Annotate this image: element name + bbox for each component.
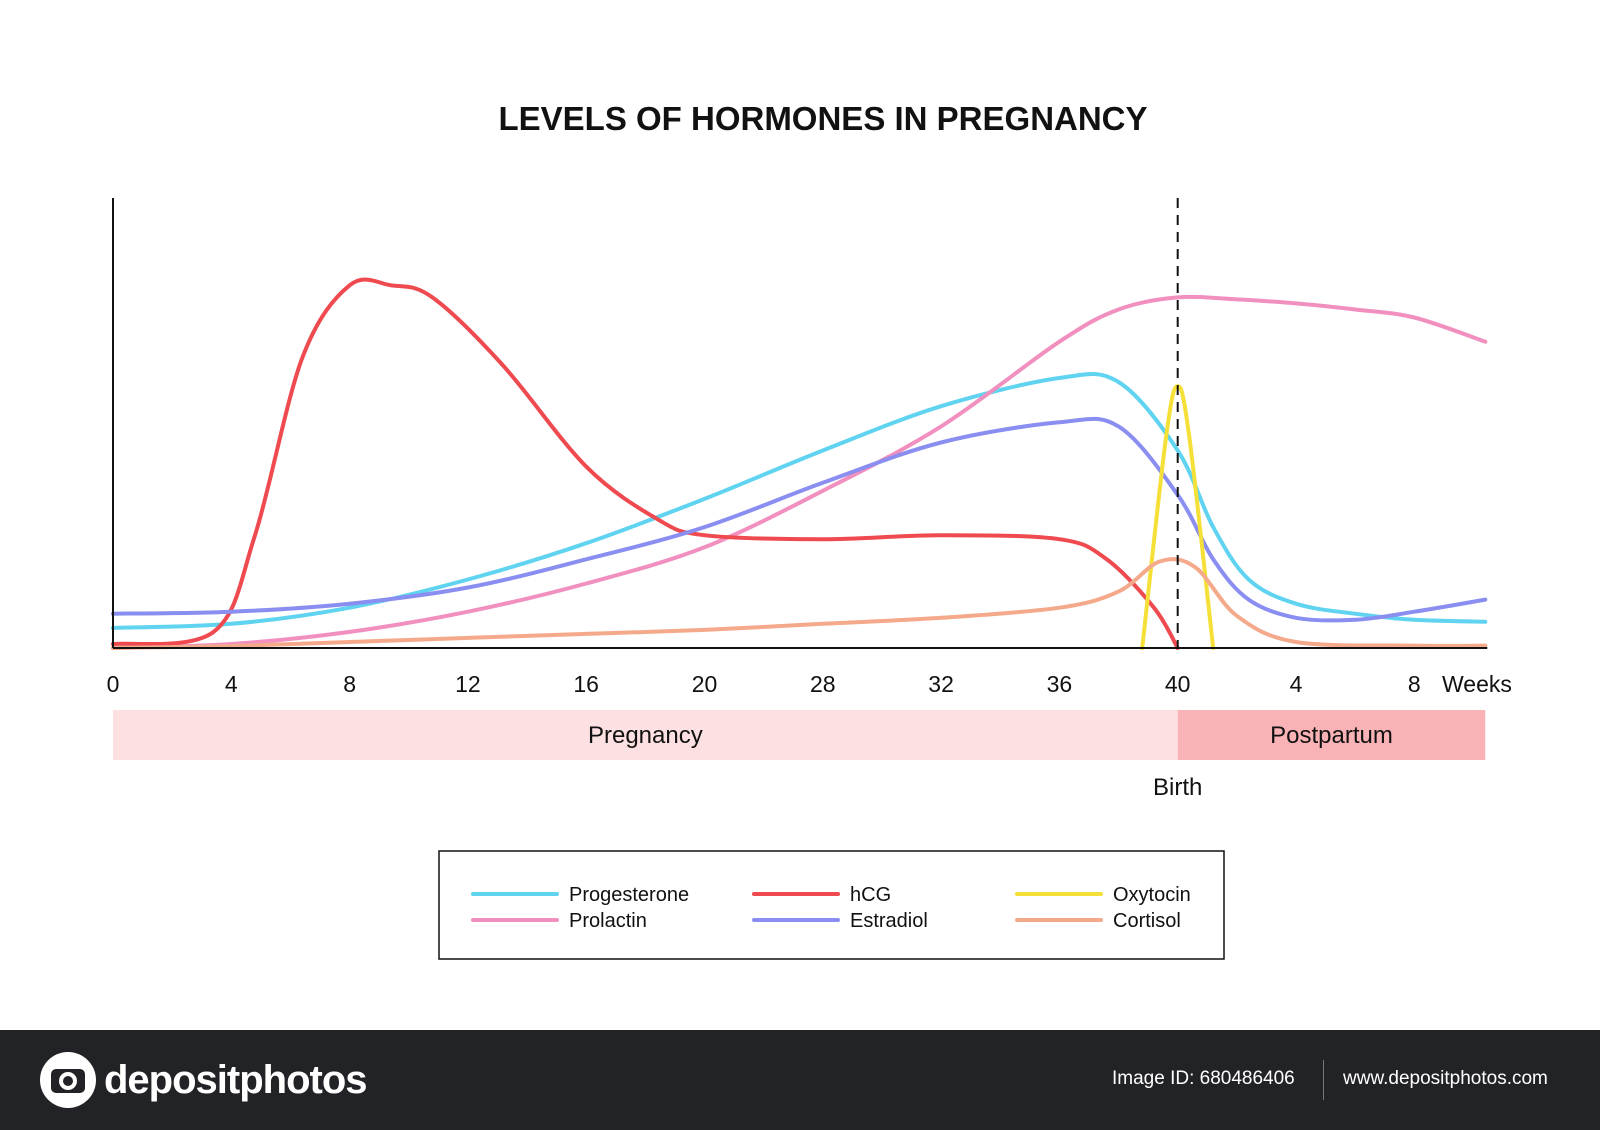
x-tick-label: 16 <box>573 671 599 697</box>
logo-text: depositphotos <box>104 1057 368 1102</box>
x-tick-label: 4 <box>1290 671 1303 697</box>
legend-label-oxytocin: Oxytocin <box>1113 884 1191 906</box>
x-axis-label: Weeks <box>1442 671 1512 697</box>
x-tick-label: 12 <box>455 671 481 697</box>
series-line-prolactin <box>111 294 1488 650</box>
x-tick-label: 32 <box>928 671 954 697</box>
x-tick-label: 40 <box>1165 671 1191 697</box>
chart-area: LEVELS OF HORMONES IN PREGNANCY Pregnanc… <box>107 100 1512 960</box>
legend-label-cortisol: Cortisol <box>1113 910 1181 932</box>
x-tick-label: 36 <box>1047 671 1073 697</box>
legend-label-hcg: hCG <box>850 884 891 906</box>
x-tick-label: 4 <box>225 671 238 697</box>
x-tick-label: 28 <box>810 671 836 697</box>
series-line-cortisol <box>111 557 1488 650</box>
series-line-estradiol <box>111 416 1488 623</box>
x-tick-label: 8 <box>1408 671 1421 697</box>
phase-band-pregnancy <box>113 710 1178 760</box>
camera-icon <box>40 1052 96 1108</box>
image-id: Image ID: 680486406 <box>1112 1068 1295 1089</box>
footer-divider <box>1323 1060 1324 1100</box>
x-tick-label: 8 <box>343 671 356 697</box>
logo[interactable]: depositphotos <box>40 1048 368 1112</box>
x-tick-label: 20 <box>692 671 718 697</box>
chart-title: LEVELS OF HORMONES IN PREGNANCY <box>498 100 1147 137</box>
legend-label-prolactin: Prolactin <box>569 910 647 932</box>
phase-band-postpartum <box>1177 710 1486 760</box>
phase-label-postpartum: Postpartum <box>1270 722 1393 749</box>
phase-label-pregnancy: Pregnancy <box>588 722 703 749</box>
x-tick-label: 0 <box>107 671 120 697</box>
site-url[interactable]: www.depositphotos.com <box>1343 1068 1548 1089</box>
legend-label-estradiol: Estradiol <box>850 910 928 932</box>
legend-box <box>438 850 1225 960</box>
footer-bar: depositphotos Image ID: 680486406 www.de… <box>0 1030 1600 1130</box>
hormone-chart: LEVELS OF HORMONES IN PREGNANCY Pregnanc… <box>107 100 1512 960</box>
birth-label: Birth <box>1153 774 1202 801</box>
legend-label-progesterone: Progesterone <box>569 884 689 906</box>
series-line-hcg <box>111 277 1180 650</box>
